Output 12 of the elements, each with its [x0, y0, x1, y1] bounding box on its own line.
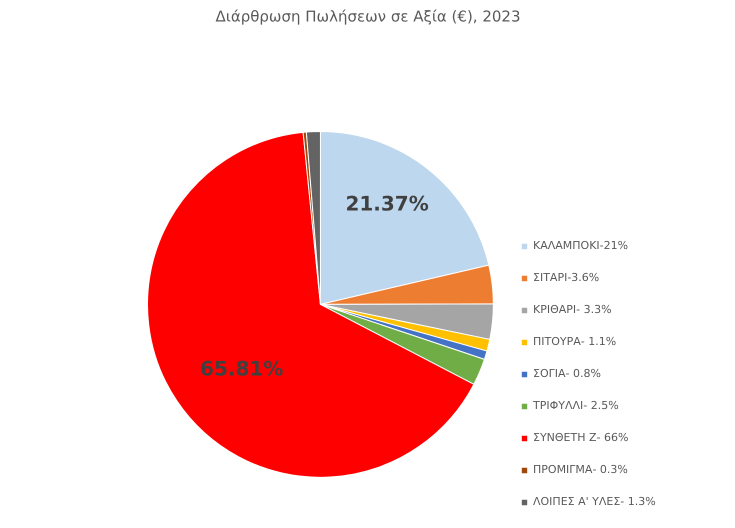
legend-label: ΠΙΤΟΥΡΑ- 1.1%: [533, 335, 616, 348]
chart-title: Διάρθρωση Πωλήσεων σε Αξία (€), 2023: [215, 8, 521, 26]
legend-label: ΚΡΙΘΑΡΙ- 3.3%: [533, 303, 612, 316]
legend-label: ΣΟΓΙΑ- 0.8%: [533, 367, 601, 380]
data-label: 21.37%: [345, 192, 429, 216]
legend-label: ΚΑΛΑΜΠΟΚΙ-21%: [533, 239, 628, 252]
data-label: 65.81%: [200, 356, 284, 380]
legend-label: ΠΡΟΜΙΓΜΑ- 0.3%: [533, 463, 628, 476]
legend-label: ΛΟΙΠΕΣ Α' ΥΛΕΣ- 1.3%: [533, 495, 656, 508]
legend-label: ΣΥΝΘΕΤΗ Ζ- 66%: [533, 431, 628, 444]
legend-label: ΣΙΤΑΡΙ-3.6%: [533, 271, 600, 284]
legend-label: ΤΡΙΦΥΛΛΙ- 2.5%: [533, 399, 619, 412]
